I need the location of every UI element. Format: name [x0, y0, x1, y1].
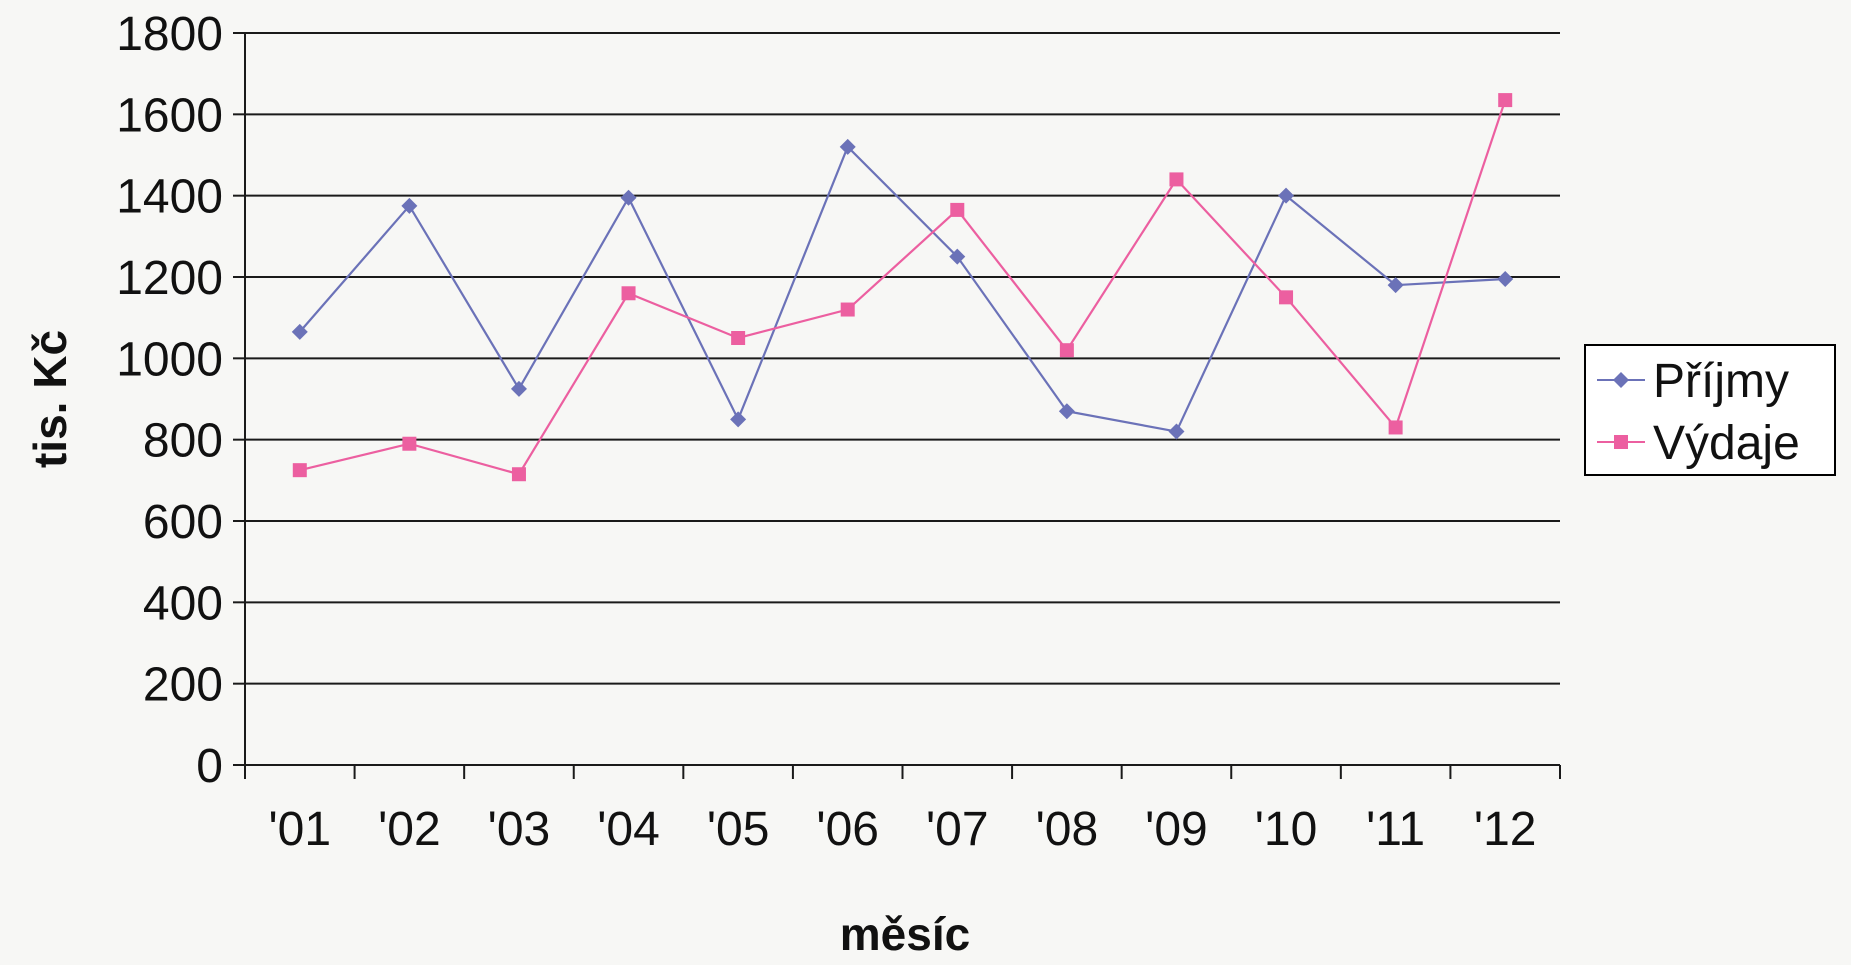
- gridlines: [245, 32, 1560, 685]
- data-point-diamond: [401, 197, 418, 214]
- data-point-diamond: [1278, 187, 1295, 204]
- x-tick-label: '04: [597, 803, 660, 856]
- x-tick-label: '10: [1255, 803, 1318, 856]
- x-tick-label: '03: [488, 803, 551, 856]
- axes: [233, 32, 1561, 779]
- legend: Příjmy Výdaje: [1584, 344, 1836, 476]
- series-line-0: [298, 144, 1506, 433]
- y-tick-label: 1000: [116, 333, 223, 386]
- data-point-diamond: [839, 138, 856, 155]
- data-point-square: [292, 463, 307, 478]
- data-point-diamond: [510, 380, 527, 397]
- data-point-square: [621, 286, 636, 301]
- x-tick-label: '01: [269, 803, 332, 856]
- y-axis-title: tis. Kč: [24, 330, 76, 468]
- data-point-square: [402, 436, 417, 451]
- legend-box: [1584, 344, 1836, 476]
- data-point-diamond: [291, 323, 308, 340]
- data-point-diamond: [1497, 271, 1514, 288]
- y-tick-label: 200: [143, 659, 223, 712]
- data-point-square: [1498, 93, 1513, 108]
- legend-marker-diamond: [1613, 372, 1629, 388]
- y-tick-label: 1800: [116, 8, 223, 61]
- legend-entry-prijmy: Příjmy: [1597, 355, 1789, 408]
- data-point-diamond: [1058, 403, 1075, 420]
- x-tick-label: '05: [707, 803, 770, 856]
- data-point-diamond: [949, 248, 966, 265]
- y-tick-label: 0: [196, 740, 223, 793]
- data-point-square: [1388, 420, 1403, 435]
- legend-label-vydaje: Výdaje: [1653, 417, 1800, 470]
- x-tick-label: '08: [1036, 803, 1099, 856]
- y-tick-label: 1600: [116, 89, 223, 142]
- data-point-diamond: [620, 189, 637, 206]
- x-tick-label: '11: [1366, 803, 1425, 856]
- y-tick-label: 1400: [116, 171, 223, 224]
- x-tick-label: '07: [926, 803, 989, 856]
- legend-label-prijmy: Příjmy: [1653, 355, 1789, 408]
- data-point-diamond: [1387, 277, 1404, 294]
- x-tick-label: '02: [378, 803, 441, 856]
- x-axis-title: měsíc: [840, 908, 970, 960]
- x-tick-label: '06: [816, 803, 879, 856]
- y-tick-label: 600: [143, 496, 223, 549]
- y-tick-label: 400: [143, 577, 223, 630]
- tick-labels: 0 200 400 600 800 1000 1200 1400 1600 1800 '01 '02 '…: [116, 8, 1536, 856]
- data-point-square: [1059, 343, 1074, 358]
- data-point-diamond: [730, 411, 747, 428]
- y-tick-label: 800: [143, 415, 223, 468]
- legend-marker-square: [1614, 435, 1628, 449]
- data-point-square: [731, 331, 746, 345]
- data-point-square: [1279, 290, 1294, 305]
- data-point-square: [1169, 172, 1184, 187]
- data-point-diamond: [1168, 423, 1185, 440]
- x-tick-label: '12: [1474, 803, 1537, 856]
- legend-entry-vydaje: Výdaje: [1597, 417, 1800, 470]
- data-point-square: [511, 467, 526, 482]
- data-point-square: [950, 202, 965, 217]
- series-layer: [291, 93, 1514, 482]
- x-tick-label: '09: [1145, 803, 1208, 856]
- data-point-square: [840, 302, 855, 317]
- series-line-1: [299, 99, 1507, 476]
- y-tick-label: 1200: [116, 252, 223, 305]
